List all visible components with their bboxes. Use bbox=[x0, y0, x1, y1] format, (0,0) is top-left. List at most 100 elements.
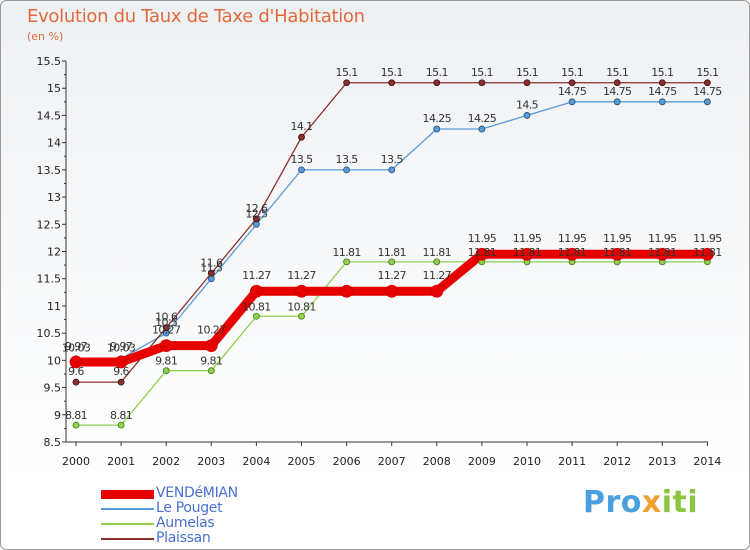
data-label: 15.1 bbox=[651, 66, 673, 79]
y-tick-label: 14.5 bbox=[37, 109, 62, 122]
data-label: 15.1 bbox=[606, 66, 628, 79]
y-tick-label: 11.5 bbox=[37, 273, 62, 286]
y-tick-label: 15.5 bbox=[37, 55, 62, 68]
data-label: 12.5 bbox=[245, 207, 268, 220]
data-label: 8.81 bbox=[65, 409, 87, 422]
data-point-3 bbox=[72, 421, 80, 429]
data-point-4 bbox=[523, 79, 531, 87]
data-label: 10.03 bbox=[107, 342, 136, 355]
data-point-3 bbox=[298, 312, 305, 320]
data-point-4 bbox=[72, 378, 80, 386]
data-label: 14.5 bbox=[516, 98, 539, 111]
data-label: 9.6 bbox=[113, 365, 129, 378]
data-label: 14.1 bbox=[290, 120, 312, 133]
x-tick-label: 2005 bbox=[288, 455, 316, 468]
y-tick-label: 13.5 bbox=[37, 164, 62, 177]
data-label: 10.03 bbox=[62, 342, 91, 355]
x-tick-label: 2011 bbox=[558, 455, 586, 468]
data-label: 11.95 bbox=[513, 232, 542, 245]
data-point-4 bbox=[658, 79, 666, 87]
data-label: 10.5 bbox=[155, 316, 178, 329]
data-label: 11.81 bbox=[332, 246, 361, 259]
data-label: 11.27 bbox=[377, 269, 406, 282]
data-point-2 bbox=[298, 166, 305, 174]
data-point-3 bbox=[207, 367, 215, 375]
data-point-3 bbox=[117, 421, 125, 429]
data-label: 9.81 bbox=[200, 355, 222, 368]
data-point-1 bbox=[701, 247, 714, 261]
data-point-4 bbox=[568, 79, 576, 87]
data-point-2 bbox=[704, 98, 711, 106]
data-point-4 bbox=[298, 133, 305, 141]
data-point-4 bbox=[343, 79, 351, 87]
data-point-1 bbox=[159, 339, 173, 353]
data-label: 11.81 bbox=[558, 246, 587, 259]
x-tick-label: 2010 bbox=[513, 455, 541, 468]
legend-label: Plaissan bbox=[156, 530, 211, 546]
data-point-3 bbox=[433, 258, 441, 266]
y-tick-label: 10.5 bbox=[37, 327, 62, 340]
data-point-1 bbox=[204, 339, 218, 353]
x-tick-label: 2003 bbox=[197, 455, 225, 468]
series-points bbox=[69, 79, 714, 429]
legend-swatch bbox=[101, 508, 154, 510]
legend-label: VENDéMIAN bbox=[156, 485, 238, 501]
data-point-1 bbox=[114, 355, 128, 369]
x-tick-label: 2002 bbox=[152, 455, 180, 468]
data-label: 9.6 bbox=[68, 365, 84, 378]
data-point-2 bbox=[613, 98, 621, 106]
data-label: 12.6 bbox=[245, 202, 268, 215]
data-point-2 bbox=[478, 125, 486, 133]
data-label: 11.81 bbox=[648, 246, 677, 259]
data-point-4 bbox=[252, 215, 260, 223]
data-point-1 bbox=[520, 247, 534, 261]
y-tick-label: 12.5 bbox=[37, 218, 62, 231]
data-label: 15.1 bbox=[696, 66, 718, 79]
data-point-2 bbox=[568, 98, 576, 106]
data-point-1 bbox=[565, 247, 579, 261]
data-label: 14.75 bbox=[603, 85, 632, 98]
y-tick-label: 13 bbox=[47, 191, 61, 204]
x-tick-label: 2001 bbox=[107, 455, 135, 468]
data-point-1 bbox=[69, 355, 83, 369]
data-point-2 bbox=[658, 98, 666, 106]
legend-swatch bbox=[101, 538, 154, 540]
data-label: 10.27 bbox=[197, 324, 226, 337]
y-tick-label: 11 bbox=[47, 300, 61, 313]
data-point-1 bbox=[340, 284, 354, 298]
data-point-1 bbox=[430, 284, 444, 298]
data-label: 11.5 bbox=[200, 262, 223, 275]
data-label: 15.1 bbox=[561, 66, 583, 79]
data-point-1 bbox=[295, 284, 308, 298]
data-labels: 10.03 10.03 10.5 11.5 12.5 13.5 13.5 13.5 14.25 1… bbox=[62, 66, 723, 422]
legend-swatch bbox=[101, 489, 154, 499]
y-tick-label: 8.5 bbox=[44, 436, 62, 449]
y-tick-label: 10 bbox=[47, 354, 61, 367]
data-point-4 bbox=[207, 269, 215, 277]
data-point-1 bbox=[475, 247, 489, 261]
data-label: 14.75 bbox=[558, 85, 587, 98]
data-point-4 bbox=[433, 79, 441, 87]
data-point-2 bbox=[433, 125, 441, 133]
legend-swatch bbox=[101, 523, 154, 525]
data-label: 14.75 bbox=[693, 85, 722, 98]
data-point-1 bbox=[249, 284, 263, 298]
x-tick-label: 2008 bbox=[423, 455, 451, 468]
data-label: 11.95 bbox=[468, 232, 497, 245]
data-label: 11.27 bbox=[287, 269, 316, 282]
x-tick-label: 2013 bbox=[648, 455, 676, 468]
data-label: 10.6 bbox=[155, 311, 178, 324]
x-tick-label: 2007 bbox=[378, 455, 406, 468]
y-tick-label: 15 bbox=[47, 82, 61, 95]
data-label: 13.5 bbox=[290, 153, 313, 166]
data-label: 9.81 bbox=[155, 355, 177, 368]
data-label: 15.1 bbox=[381, 66, 403, 79]
data-point-1 bbox=[655, 247, 669, 261]
data-label: 9.97 bbox=[110, 340, 133, 353]
x-tick-label: 2012 bbox=[603, 455, 631, 468]
data-label: 11.81 bbox=[513, 246, 542, 259]
x-tick-label: 2000 bbox=[62, 455, 90, 468]
chart-unit: (en %) bbox=[27, 30, 64, 43]
data-label: 15.1 bbox=[336, 66, 358, 79]
